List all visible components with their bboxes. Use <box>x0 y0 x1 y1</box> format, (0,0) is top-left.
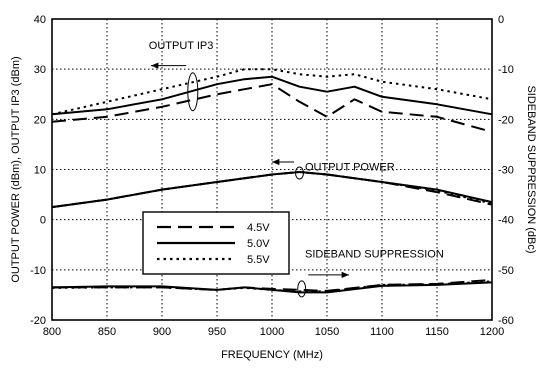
y-tick-label-right: -10 <box>498 64 514 76</box>
annotation-marks <box>151 62 349 298</box>
y-tick-label-left: 30 <box>34 64 46 76</box>
legend-label-5.0V: 5.0V <box>247 238 270 250</box>
y-tick-label-right: -60 <box>498 315 514 327</box>
x-tick-label: 1050 <box>315 326 339 338</box>
y-tick-label-left: 40 <box>34 14 46 26</box>
y-tick-label-left: 0 <box>40 215 46 227</box>
annotation-arrowhead <box>151 62 159 69</box>
legend-label-5.5V: 5.5V <box>247 254 270 266</box>
y-tick-label-left: -20 <box>30 315 46 327</box>
y-tick-label-left: -10 <box>30 265 46 277</box>
y-tick-label-right: -40 <box>498 215 514 227</box>
x-tick-label: 1100 <box>370 326 394 338</box>
annotation-arrowhead <box>272 158 280 166</box>
annotation-ellipse <box>187 72 199 112</box>
annotation-arrowhead <box>341 271 349 278</box>
x-tick-label: 1150 <box>425 326 449 338</box>
x-tick-label: 850 <box>98 326 116 338</box>
y-axis-title-left: OUTPUT POWER (dBm), OUTPUT IP3 (dBm) <box>10 56 22 282</box>
x-tick-label: 800 <box>43 326 61 338</box>
y-axis-title-right: SIDEBAND SUPPRESSION (dBc) <box>525 85 537 253</box>
tick-labels: 800 850 900 950 1000 1050 1100 1150 120040302010… <box>30 14 514 338</box>
series-line-ip3-4.5V <box>51 83 493 133</box>
x-tick-label: 950 <box>208 326 226 338</box>
annotation-output-ip3: OUTPUT IP3 <box>149 40 214 52</box>
x-tick-label: 1000 <box>260 326 284 338</box>
annotation-ellipse <box>295 166 304 180</box>
y-tick-label-left: 20 <box>34 114 46 126</box>
series-line-power-5.5V <box>51 171 493 209</box>
legend-entries: 4.5V 5.0V 5.5V <box>157 222 270 266</box>
x-tick-label: 900 <box>153 326 171 338</box>
x-tick-label: 1200 <box>480 326 504 338</box>
annotation-output-power: OUTPUT POWER <box>305 162 395 174</box>
y-tick-label-right: -50 <box>498 265 514 277</box>
grid <box>52 19 492 320</box>
y-tick-label-left: 10 <box>34 165 46 177</box>
legend-label-4.5V: 4.5V <box>247 222 270 234</box>
annotation-sideband-suppression: SIDEBAND SUPPRESSION <box>305 248 444 260</box>
y-tick-label-right: 0 <box>498 14 504 26</box>
annotation-ellipse <box>297 280 307 298</box>
series-lines <box>51 68 493 294</box>
y-tick-label-right: -20 <box>498 114 514 126</box>
series-line-ip3-5.5V <box>51 68 493 116</box>
series-line-sideband-5.5V <box>51 280 493 293</box>
annotations: OUTPUT IP3 OUTPUT POWER SIDEBAND SUPPRES… <box>149 40 444 298</box>
y-tick-label-right: -30 <box>498 165 514 177</box>
series-line-ip3-5.0V <box>51 75 493 116</box>
plot-frame <box>51 18 493 321</box>
legend: 4.5V 5.0V 5.5V <box>142 211 290 275</box>
x-axis-title: FREQUENCY (MHz) <box>221 349 323 361</box>
